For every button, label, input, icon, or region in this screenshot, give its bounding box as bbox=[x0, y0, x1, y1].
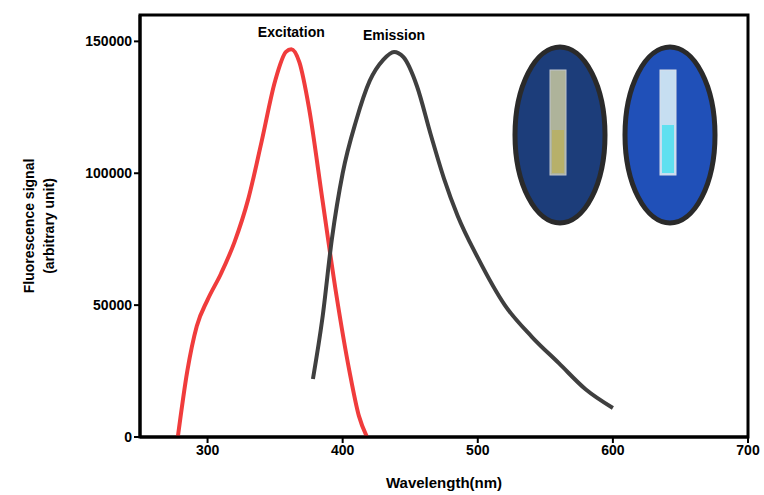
svg-text:400: 400 bbox=[331, 442, 355, 458]
svg-text:Emission: Emission bbox=[363, 27, 425, 43]
svg-text:600: 600 bbox=[601, 442, 625, 458]
svg-text:Fluorescence signal(arbitrary: Fluorescence signal(arbitrary unit) bbox=[21, 159, 57, 294]
svg-text:Excitation: Excitation bbox=[258, 24, 325, 40]
svg-text:50000: 50000 bbox=[93, 297, 132, 313]
svg-text:Wavelength(nm): Wavelength(nm) bbox=[386, 474, 502, 491]
svg-text:150000: 150000 bbox=[85, 33, 132, 49]
svg-text:100000: 100000 bbox=[85, 165, 132, 181]
svg-text:500: 500 bbox=[466, 442, 490, 458]
svg-text:700: 700 bbox=[736, 442, 760, 458]
svg-text:300: 300 bbox=[196, 442, 220, 458]
svg-text:0: 0 bbox=[124, 429, 132, 445]
